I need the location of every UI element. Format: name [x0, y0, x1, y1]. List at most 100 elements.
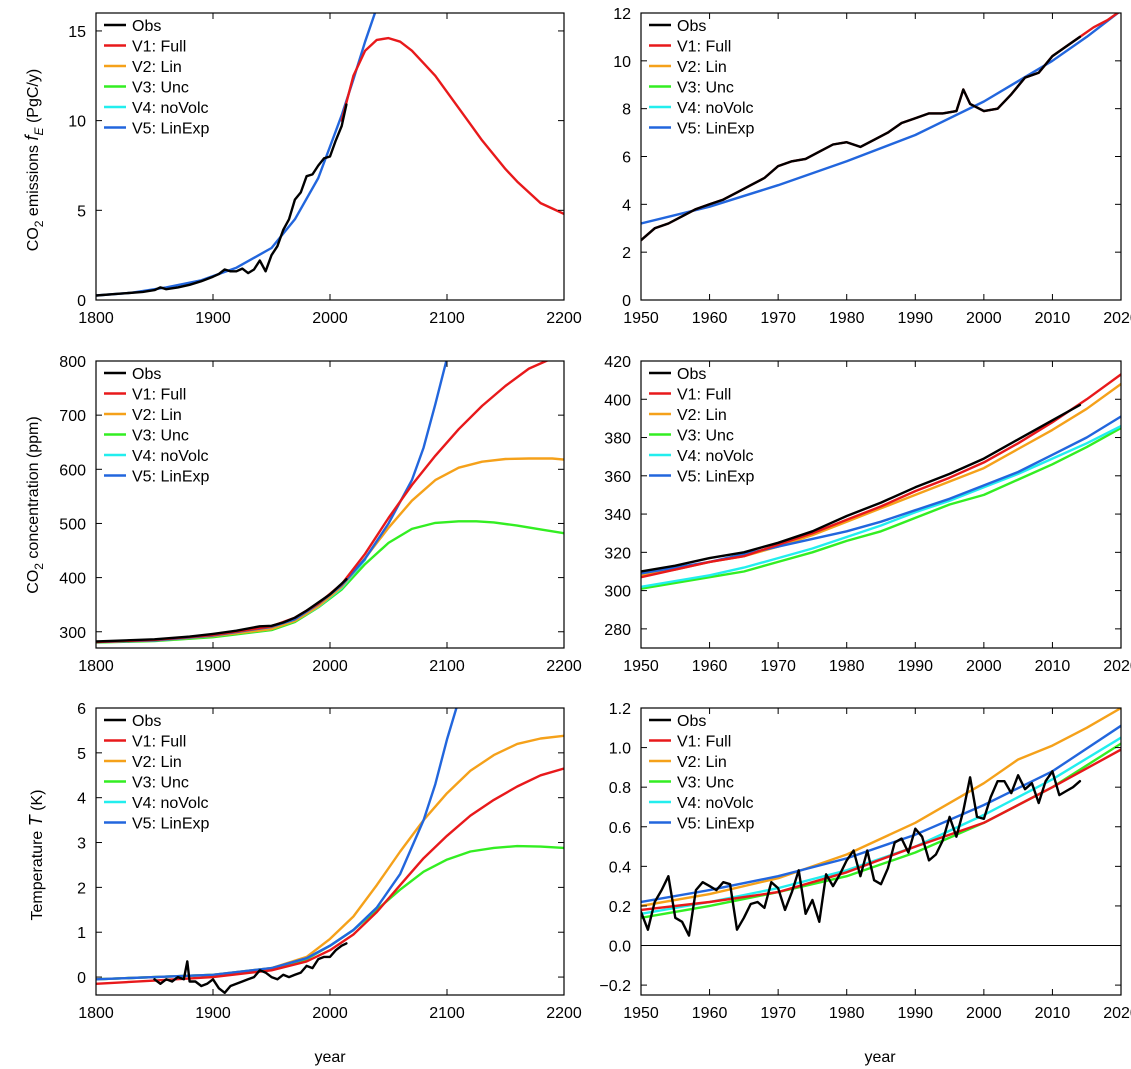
legend-label: V3: Unc: [677, 775, 734, 792]
legend-label: V1: Full: [132, 387, 186, 404]
legend-label: V5: LinExp: [677, 469, 754, 486]
legend-label: V1: Full: [132, 39, 186, 56]
legend: Obs V1: Full V2: Lin V3: Unc V4: noVolc V5: L…: [649, 366, 754, 486]
legend-label: V3: Unc: [677, 428, 734, 445]
plot-frame: [95, 707, 565, 996]
y-tick-label: 380: [604, 431, 631, 448]
series-line-v2-lin: [641, 708, 1121, 908]
x-tick-label: 2200: [546, 310, 582, 327]
series-line-v1-full: [96, 767, 564, 985]
series-line-obs: [641, 403, 1082, 573]
series-line-obs: [153, 942, 348, 994]
series-line-v3-unc: [96, 520, 564, 644]
series-line-v2-lin: [96, 457, 564, 644]
x-tick-label: 1800: [78, 658, 114, 675]
legend: Obs V1: Full V2: Lin V3: Unc V4: noVolc V5: L…: [104, 18, 209, 138]
series-line-v4-novolc: [641, 424, 1121, 588]
y-tick-label: 360: [604, 469, 631, 486]
x-tick-label: 1960: [692, 310, 728, 327]
legend-label: V5: LinExp: [132, 816, 209, 833]
x-tick-label: 2000: [312, 1005, 348, 1022]
x-tick-label: 1980: [829, 658, 865, 675]
legend-label: Obs: [132, 366, 161, 383]
y-tick-label: 300: [604, 584, 631, 601]
legend-label: V4: noVolc: [132, 795, 209, 812]
y-tick-label: 4: [622, 197, 631, 214]
series-line-v5-linexp: [641, 724, 1121, 904]
legend-label: Obs: [132, 713, 161, 730]
x-tick-label: 1990: [897, 658, 933, 675]
x-tick-label: 2000: [966, 1005, 1002, 1022]
legend-label: Obs: [677, 18, 706, 35]
legend: Obs V1: Full V2: Lin V3: Unc V4: noVolc V5: L…: [649, 18, 754, 138]
y-tick-label: 280: [604, 622, 631, 639]
y-tick-label: 12: [613, 6, 631, 23]
ylabel-concentration: CO2 concentration (ppm): [25, 416, 46, 593]
panel-temperature_long: 1800 1900 2000 2100 2200 0 1 2 3 4 5 6 Obs V1: Full V2…: [77, 701, 582, 1022]
y-tick-label: 0.0: [609, 939, 631, 956]
x-tick-label: 1960: [692, 1005, 728, 1022]
xlabel-right: year: [864, 1049, 896, 1066]
x-tick-label: 2000: [966, 658, 1002, 675]
x-tick-label: 1800: [78, 310, 114, 327]
legend-label: V1: Full: [132, 734, 186, 751]
legend: Obs V1: Full V2: Lin V3: Unc V4: noVolc V5: L…: [104, 366, 209, 486]
x-tick-label: 2200: [546, 1005, 582, 1022]
x-tick-label: 2000: [312, 658, 348, 675]
x-tick-label: 2010: [1035, 658, 1071, 675]
legend-label: V2: Lin: [132, 59, 182, 76]
panel-emissions_long: 1800 1900 2000 2100 2200 0 5 10 15 Obs V1: Full V2:…: [68, 12, 582, 327]
legend-label: V5: LinExp: [132, 121, 209, 138]
series-line-obs: [96, 578, 348, 643]
legend-label: V2: Lin: [677, 754, 727, 771]
ylabel-temperature: Temperature T (K): [26, 789, 46, 920]
y-tick-label: 10: [68, 114, 86, 131]
series-line-v1-full: [340, 36, 564, 216]
legend-label: Obs: [677, 366, 706, 383]
y-tick-label: 6: [77, 701, 86, 718]
x-tick-label: 1980: [829, 310, 865, 327]
x-tick-label: 1990: [897, 310, 933, 327]
y-tick-label: 420: [604, 354, 631, 371]
y-tick-label: 300: [59, 625, 86, 642]
panel-concentration_long: 1800 1900 2000 2100 2200 300 400 500 600 700 800 Ob…: [59, 354, 582, 675]
legend-label: Obs: [132, 18, 161, 35]
x-tick-label: 1960: [692, 658, 728, 675]
x-tick-label: 2000: [312, 310, 348, 327]
ylabel-emissions: CO2 emissions fE (PgC/y): [22, 69, 46, 251]
legend-label: V4: noVolc: [132, 448, 209, 465]
series-line-v2-lin: [96, 734, 564, 981]
y-tick-label: 1.2: [609, 701, 631, 718]
y-tick-label: 700: [59, 408, 86, 425]
y-tick-label: 340: [604, 507, 631, 524]
series-line-v5-linexp: [96, 13, 377, 297]
legend-label: V3: Unc: [677, 80, 734, 97]
legend-label: V2: Lin: [677, 407, 727, 424]
legend-label: V1: Full: [677, 387, 731, 404]
legend-label: Obs: [677, 713, 706, 730]
series-line-obs: [641, 770, 1082, 937]
x-tick-label: 2100: [429, 1005, 465, 1022]
series-line-v5-linexp: [641, 13, 1120, 225]
legend-label: V3: Unc: [132, 80, 189, 97]
x-tick-label: 2200: [546, 658, 582, 675]
y-tick-label: 320: [604, 545, 631, 562]
y-tick-label: 0.8: [609, 780, 631, 797]
y-tick-label: 5: [77, 203, 86, 220]
x-tick-label: 1970: [760, 658, 796, 675]
y-tick-label: 5: [77, 746, 86, 763]
legend-label: V2: Lin: [677, 59, 727, 76]
x-tick-label: 1970: [760, 310, 796, 327]
y-tick-label: 400: [59, 571, 86, 588]
y-tick-label: −0.2: [599, 978, 631, 995]
y-tick-label: 600: [59, 462, 86, 479]
y-tick-label: 0: [622, 293, 631, 310]
y-tick-label: 3: [77, 836, 86, 853]
y-tick-label: 10: [613, 54, 631, 71]
legend-label: V3: Unc: [132, 428, 189, 445]
y-tick-label: 2: [77, 880, 86, 897]
